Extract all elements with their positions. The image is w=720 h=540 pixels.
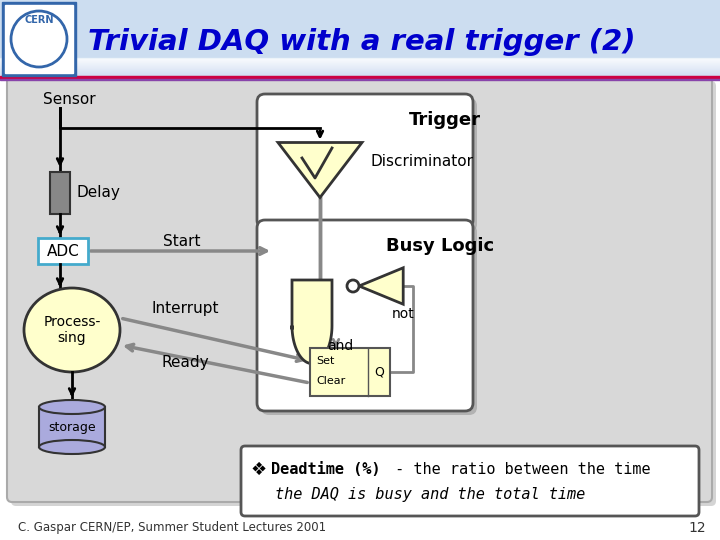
Bar <box>0 61 720 62</box>
Text: Delay: Delay <box>77 186 121 200</box>
Bar <box>0 64 720 65</box>
FancyBboxPatch shape <box>261 224 477 415</box>
FancyBboxPatch shape <box>241 446 699 516</box>
Bar <box>5 5 73 73</box>
Text: Trigger: Trigger <box>409 111 481 129</box>
FancyBboxPatch shape <box>257 220 473 411</box>
Bar <box>0 74 720 75</box>
Bar <box>0 58 720 59</box>
Bar <box>0 79 720 80</box>
Text: Deadtime (%): Deadtime (%) <box>271 462 380 477</box>
Bar <box>0 76 720 77</box>
Text: Q: Q <box>374 366 384 379</box>
Bar <box>0 77 720 78</box>
Ellipse shape <box>39 400 105 414</box>
Text: Trivial DAQ with a real trigger (2): Trivial DAQ with a real trigger (2) <box>88 28 636 56</box>
Text: CERN: CERN <box>24 15 54 25</box>
Bar <box>0 73 720 74</box>
Polygon shape <box>278 143 362 198</box>
Text: Discriminator: Discriminator <box>370 154 473 170</box>
Text: and: and <box>327 339 353 353</box>
Text: the DAQ is busy and the total time: the DAQ is busy and the total time <box>275 487 585 502</box>
FancyBboxPatch shape <box>257 94 473 228</box>
Text: Clear: Clear <box>316 376 346 386</box>
Bar <box>0 75 720 76</box>
Bar <box>0 67 720 68</box>
Text: 12: 12 <box>688 521 706 535</box>
Bar <box>0 72 720 73</box>
Bar <box>0 68 720 69</box>
Text: not: not <box>392 307 415 321</box>
Text: ADC: ADC <box>47 244 79 259</box>
Ellipse shape <box>39 440 105 454</box>
Text: ❖: ❖ <box>251 461 267 479</box>
Bar <box>0 65 720 66</box>
Bar <box>0 63 720 64</box>
FancyBboxPatch shape <box>11 81 716 506</box>
Polygon shape <box>359 268 403 304</box>
Text: storage: storage <box>48 421 96 434</box>
Text: Set: Set <box>316 356 334 366</box>
Text: C. Gaspar CERN/EP, Summer Student Lectures 2001: C. Gaspar CERN/EP, Summer Student Lectur… <box>18 522 326 535</box>
Bar <box>0 66 720 67</box>
Bar <box>0 71 720 72</box>
Circle shape <box>347 280 359 292</box>
Bar <box>38 238 88 264</box>
Text: Ready: Ready <box>161 355 209 370</box>
FancyBboxPatch shape <box>7 77 712 502</box>
Bar <box>0 62 720 63</box>
Bar <box>0 0 720 78</box>
Text: Interrupt: Interrupt <box>151 300 219 315</box>
Bar <box>50 172 70 214</box>
Text: Busy Logic: Busy Logic <box>386 237 494 255</box>
Text: Sensor: Sensor <box>43 92 96 107</box>
Bar <box>0 59 720 60</box>
Bar <box>39 407 105 447</box>
Bar <box>310 348 390 396</box>
Bar <box>0 60 720 61</box>
Polygon shape <box>292 280 332 363</box>
Ellipse shape <box>24 288 120 372</box>
Bar <box>0 70 720 71</box>
Bar <box>2 2 76 76</box>
Text: Process-
sing: Process- sing <box>43 315 101 345</box>
Text: Start: Start <box>163 234 200 249</box>
FancyBboxPatch shape <box>261 98 477 232</box>
Bar <box>0 69 720 70</box>
Text: - the ratio between the time: - the ratio between the time <box>386 462 651 477</box>
Bar <box>0 76 720 79</box>
